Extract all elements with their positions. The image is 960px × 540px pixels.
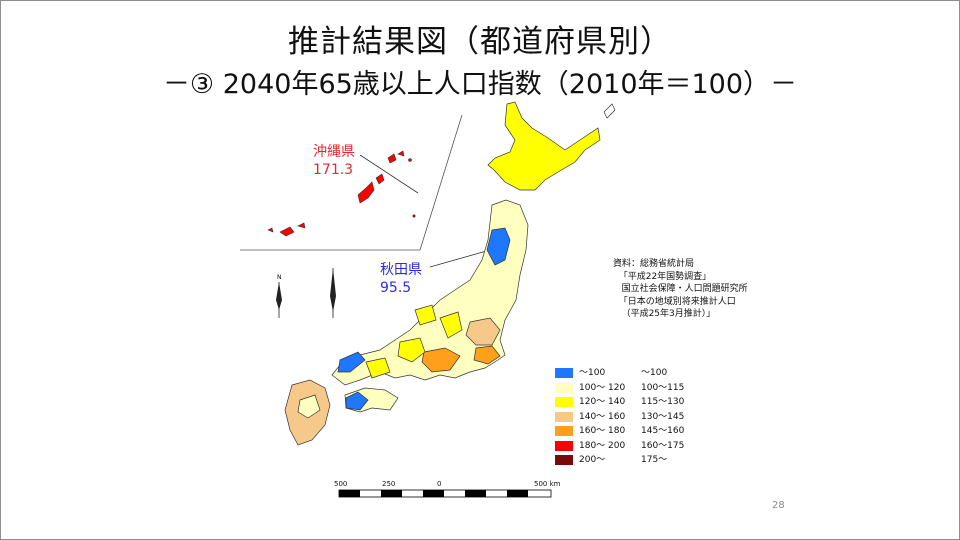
slide-subtitle: －③ 2040年65歳以上人口指数（2010年＝100）－ (162, 69, 798, 100)
slide-title: 推計結果図（都道府県別） (288, 24, 672, 60)
legend-range: 180～ 200 (579, 440, 626, 451)
legend-swatch (555, 382, 573, 393)
svg-text:N: N (277, 274, 282, 281)
legend-range: 120～ 140 (579, 397, 626, 407)
okinawa-value: 171.3 (313, 162, 354, 178)
scale-label-500: 500 (334, 480, 348, 488)
legend-range-2: 175～ (641, 455, 668, 465)
legend-range: 140～ 160 (579, 411, 626, 422)
scale-label-0: 0 (437, 480, 442, 488)
legend-range: 200～ (579, 455, 606, 465)
okinawa-label: 沖縄県 (313, 144, 355, 160)
legend-swatch (555, 368, 573, 378)
scale-label-500-km: 500 km (534, 480, 561, 488)
legend-swatch (555, 455, 573, 465)
legend-range-2: 115～130 (641, 397, 685, 407)
legend-range-2: ～100 (641, 368, 668, 378)
legend-range: 160～ 180 (579, 426, 626, 436)
legend-swatch (555, 411, 573, 422)
okinawa-callout: 沖縄県 171.3 (313, 143, 355, 179)
hokkaido (487, 101, 616, 191)
shikoku (344, 387, 399, 413)
legend-range-2: 145～160 (641, 426, 685, 436)
okinawa-islands (267, 150, 416, 237)
legend-range: 100～ 120 (579, 382, 626, 393)
scale-label-250: 250 (382, 480, 396, 488)
legend-swatch (555, 440, 573, 451)
legend-swatch (555, 426, 573, 436)
akita-value: 95.5 (380, 280, 412, 296)
legend-range-2: 160～175 (641, 440, 685, 451)
scale-bar (338, 489, 552, 498)
page-number: 28 (772, 500, 785, 511)
legend-range: ～100 (579, 368, 606, 378)
legend-range-2: 130～145 (641, 411, 685, 422)
kyushu (284, 379, 331, 446)
legend-swatch (555, 397, 573, 407)
inset-border-diagonal (419, 114, 463, 251)
north-arrow-icon: N (276, 268, 336, 318)
akita-leader-line (429, 249, 491, 268)
legend-range-2: 100～115 (641, 382, 685, 393)
honshu (331, 199, 529, 386)
source-note: 資料：総務省統計局 「平成22年国勢調査」 国立社会保障・人口問題研究所 「日本… (613, 259, 748, 320)
okinawa-leader-line (359, 154, 419, 194)
akita-label: 秋田県 (380, 262, 422, 278)
akita-callout: 秋田県 95.5 (380, 261, 422, 297)
